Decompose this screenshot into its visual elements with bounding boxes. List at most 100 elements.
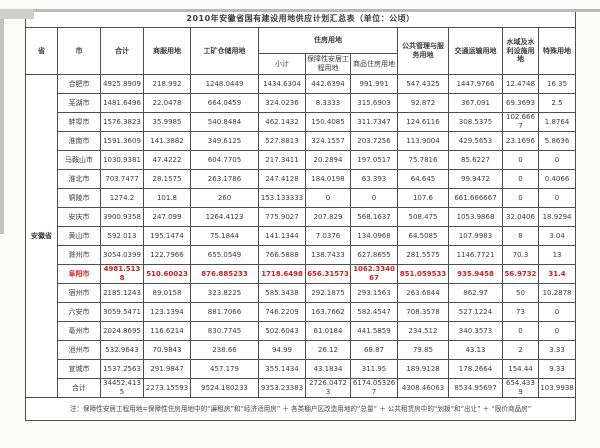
value-cell: 20.2894: [305, 150, 351, 170]
value-cell: 122.7966: [143, 245, 191, 265]
value-cell: 935.9458: [448, 264, 503, 284]
table-row: 铜陵市 1274.2 101.8 260 153.133333 0 0 107.6 661.66…: [26, 188, 577, 208]
value-cell: 429.5653: [448, 131, 503, 151]
city-cell: 安庆市: [57, 207, 101, 227]
city-cell: 宿州市: [57, 283, 101, 303]
value-cell: 101.8: [143, 188, 191, 208]
value-cell: 876.885233: [190, 264, 259, 284]
city-cell: 淮南市: [57, 131, 101, 151]
value-cell: 4925.8909: [100, 74, 144, 94]
value-cell: 26.12: [305, 340, 351, 360]
table-row: 马鞍山市 1030.9381 47.4222 604.7705 217.3411 20.2…: [26, 150, 577, 170]
value-cell: 16.35: [537, 74, 577, 94]
value-cell: 79.85: [397, 340, 449, 360]
value-cell: 260: [190, 188, 259, 208]
value-cell: 138.7433: [305, 245, 351, 265]
city-cell: 池州市: [57, 340, 101, 360]
value-cell: 247.099: [143, 207, 191, 227]
value-cell: 70.9843: [143, 340, 191, 360]
value-cell: 195.1474: [143, 226, 191, 246]
value-cell: 1434.6304: [258, 74, 306, 94]
table-row: 池州市 532.9643 70.9843 238.66 94.99 26.12 68.87 7…: [26, 340, 577, 360]
value-cell: 746.2209: [258, 302, 306, 322]
header-total: 合计: [100, 27, 144, 75]
value-cell: 56.9732: [502, 264, 539, 284]
value-cell: 263.1786: [190, 169, 259, 189]
value-cell: 1146.7721: [448, 245, 503, 265]
value-cell: 1591.3609: [100, 131, 144, 151]
header-housing-subtotal: 小计: [258, 53, 306, 75]
value-cell: 8534.95697: [448, 378, 503, 398]
city-cell: 马鞍山市: [57, 150, 101, 170]
table-title: 2010年安徽省国有建设用地供应计划汇总表（单位：公顷）: [24, 9, 577, 28]
value-cell: 311.95: [350, 359, 398, 379]
value-cell: 197.0517: [350, 150, 398, 170]
value-cell: 3.04: [537, 226, 577, 246]
value-cell: 0: [502, 321, 539, 341]
value-cell: 22.0478: [143, 93, 191, 113]
value-cell: 94.99: [258, 340, 306, 360]
value-cell: 0: [537, 188, 577, 208]
value-cell: 3054.0399: [100, 245, 144, 265]
value-cell: 0: [537, 321, 577, 341]
value-cell: 654.4339: [502, 378, 539, 398]
value-cell: 0: [502, 188, 539, 208]
value-cell: 10.2878: [537, 283, 577, 303]
value-cell: 1062.334067: [350, 264, 398, 284]
value-cell: 107.9983: [448, 226, 503, 246]
value-cell: 349.6125: [190, 131, 259, 151]
header-industrial: 工矿仓储用地: [190, 27, 259, 75]
value-cell: 441.5859: [350, 321, 398, 341]
value-cell: 61.0184: [305, 321, 351, 341]
value-cell: 708.3578: [397, 302, 449, 322]
value-cell: 63.393: [350, 169, 398, 189]
header-commodity: 商品住房用地: [350, 53, 398, 75]
value-cell: 13: [537, 245, 577, 265]
value-cell: 508.475: [397, 207, 449, 227]
value-cell: 134.0968: [350, 226, 398, 246]
header-row-2: 小计 保障性安居工程用地 商品住房用地: [26, 53, 576, 75]
city-cell: 阜阳市: [57, 264, 101, 284]
table-row: 黄山市 592.013 195.1474 75.1844 141.1344 7.0376 1…: [26, 226, 577, 246]
value-cell: 107.6: [397, 188, 449, 208]
header-water: 水域及水利设施用地: [502, 27, 539, 75]
table-row: 蚌埠市 1576.3823 35.9985 540.8484 462.1432 150.4…: [26, 112, 577, 132]
value-cell: 2: [502, 340, 539, 360]
value-cell: 263.6844: [397, 283, 449, 303]
header-commercial: 商服用地: [143, 27, 191, 75]
value-cell: 92.872: [397, 93, 449, 113]
value-cell: 9353.23383: [258, 378, 306, 398]
header-public: 公共管理与服务用地: [397, 27, 449, 75]
value-cell: 102.6667: [502, 112, 539, 132]
header-transport: 交通运输用地: [448, 27, 503, 75]
value-cell: 862.97: [448, 283, 503, 303]
value-cell: 8.3333: [305, 93, 351, 113]
value-cell: 1481.6496: [100, 93, 144, 113]
scan-artifact-top: [0, 9, 600, 12]
city-cell: 滁州市: [57, 245, 101, 265]
value-cell: 881.7066: [190, 302, 259, 322]
value-cell: 103.9938: [537, 378, 577, 398]
value-cell: 2024.8695: [100, 321, 144, 341]
value-cell: 113.9004: [397, 131, 449, 151]
value-cell: 323.8225: [190, 283, 259, 303]
table-row: 淮南市 1591.3609 141.3882 349.6125 527.8813 324.…: [26, 131, 577, 151]
value-cell: 1248.0449: [190, 74, 259, 94]
value-cell: 69.3693: [502, 93, 539, 113]
value-cell: 655.0549: [190, 245, 259, 265]
value-cell: 2273.15593: [143, 378, 191, 398]
value-cell: 163.7662: [305, 302, 351, 322]
header-province: 省: [25, 27, 58, 75]
value-cell: 8: [502, 226, 539, 246]
value-cell: 3.33: [537, 340, 577, 360]
value-cell: 141.1344: [258, 226, 306, 246]
value-cell: 0: [305, 188, 351, 208]
value-cell: 292.1875: [305, 283, 351, 303]
value-cell: 153.133333: [258, 188, 306, 208]
header-row-1: 省 市 合计 商服用地 工矿仓储用地 住房用地 公共管理与服务用地 交通运输用地…: [25, 27, 577, 75]
value-cell: 141.3882: [143, 131, 191, 151]
value-cell: 3900.9358: [100, 207, 144, 227]
value-cell: 68.87: [350, 340, 398, 360]
value-cell: 85.6227: [448, 150, 503, 170]
value-cell: 73: [502, 302, 539, 322]
